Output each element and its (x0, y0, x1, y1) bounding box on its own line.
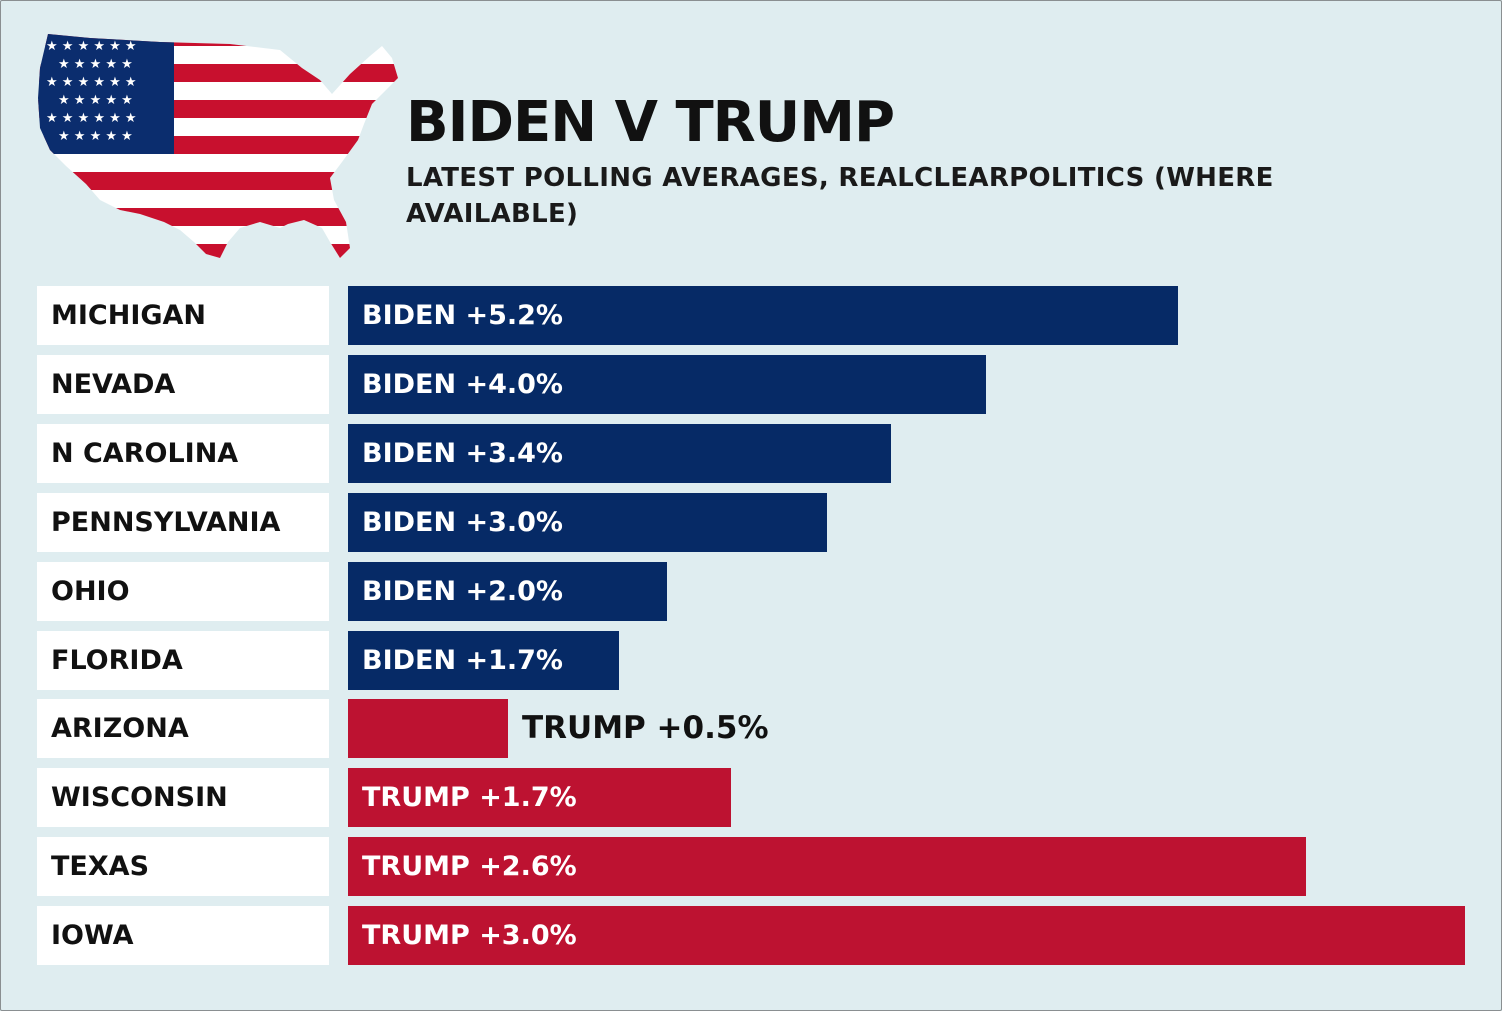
state-label: WISCONSIN (51, 782, 228, 813)
trump-bar (348, 837, 1306, 896)
bar-value-label: BIDEN +4.0% (362, 369, 563, 400)
svg-text:★ ★ ★ ★ ★: ★ ★ ★ ★ ★ (58, 129, 133, 144)
trump-bar (348, 768, 731, 827)
bar-value-label: BIDEN +1.7% (362, 645, 563, 676)
bar-value-label: TRUMP +2.6% (362, 851, 577, 882)
trump-bar (348, 906, 1465, 965)
state-label-box: WISCONSIN (37, 768, 329, 827)
state-label-box: NEVADA (37, 355, 329, 414)
svg-text:★ ★ ★ ★ ★ ★: ★ ★ ★ ★ ★ ★ (46, 111, 137, 126)
state-label-box: IOWA (37, 906, 329, 965)
state-label-box: PENNSYLVANIA (37, 493, 329, 552)
biden-bar (348, 355, 986, 414)
bar-value-label: TRUMP +3.0% (362, 920, 577, 951)
state-label: TEXAS (51, 851, 150, 882)
us-flag-map-icon: ★ ★ ★ ★ ★ ★ ★ ★ ★ ★ ★ ★ ★ ★ ★ ★ ★ ★ ★ ★ … (38, 34, 398, 258)
state-label-box: N CAROLINA (37, 424, 329, 483)
state-label: FLORIDA (51, 645, 183, 676)
biden-bar (348, 562, 667, 621)
state-label-box: FLORIDA (37, 631, 329, 690)
state-label-box: MICHIGAN (37, 286, 329, 345)
bar-value-label: BIDEN +3.0% (362, 507, 563, 538)
trump-bar (348, 699, 508, 758)
bar-value-label: BIDEN +5.2% (362, 300, 563, 331)
state-label-box: OHIO (37, 562, 329, 621)
state-label: ARIZONA (51, 713, 189, 744)
biden-bar (348, 631, 619, 690)
svg-text:★ ★ ★ ★ ★: ★ ★ ★ ★ ★ (58, 93, 133, 108)
biden-bar (348, 424, 891, 483)
svg-text:★ ★ ★ ★ ★ ★: ★ ★ ★ ★ ★ ★ (46, 75, 137, 90)
state-label: N CAROLINA (51, 438, 239, 469)
biden-bar (348, 286, 1178, 345)
state-label: NEVADA (51, 369, 176, 400)
bar-value-label: TRUMP +1.7% (362, 782, 577, 813)
state-label: OHIO (51, 576, 130, 607)
svg-text:★ ★ ★ ★ ★: ★ ★ ★ ★ ★ (58, 57, 133, 72)
state-label-box: ARIZONA (37, 699, 329, 758)
bar-value-label: BIDEN +2.0% (362, 576, 563, 607)
state-label: IOWA (51, 920, 134, 951)
chart-title: BIDEN V TRUMP (406, 90, 895, 155)
chart-subtitle: LATEST POLLING AVERAGES, REALCLEARPOLITI… (406, 163, 1274, 229)
biden-bar (348, 493, 827, 552)
svg-text:★ ★ ★ ★ ★ ★: ★ ★ ★ ★ ★ ★ (46, 39, 137, 54)
bar-value-label: TRUMP +0.5% (522, 710, 769, 746)
state-label: MICHIGAN (51, 300, 207, 331)
bar-value-label: BIDEN +3.4% (362, 438, 563, 469)
state-label-box: TEXAS (37, 837, 329, 896)
state-label: PENNSYLVANIA (51, 507, 281, 538)
